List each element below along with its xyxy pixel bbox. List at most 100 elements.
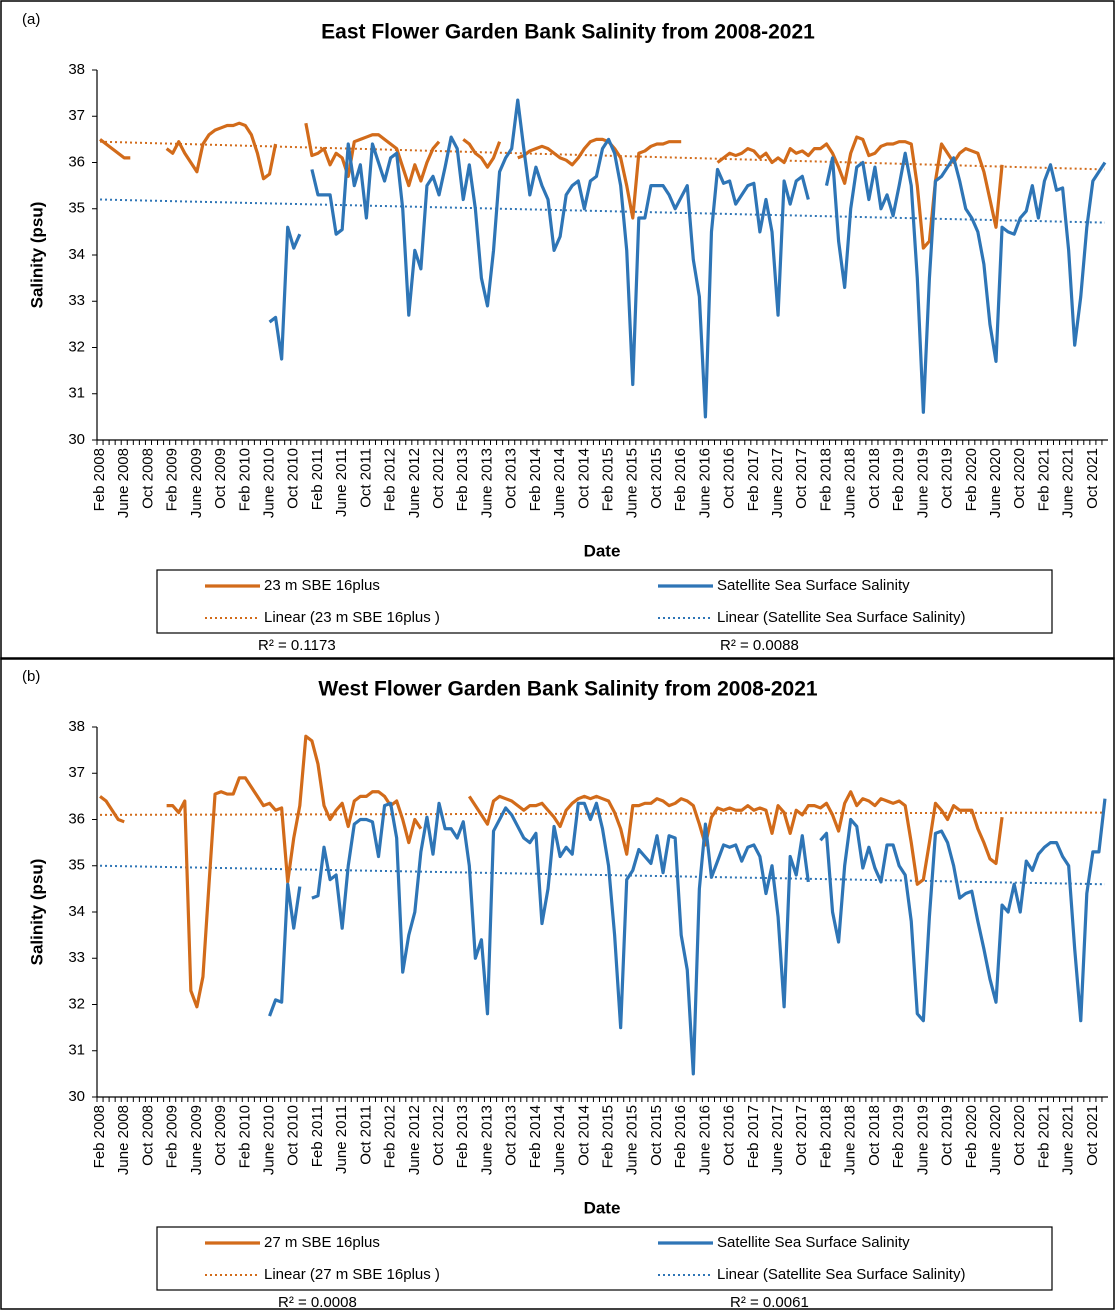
x-tick-label: Feb 2011	[309, 448, 326, 510]
legend-label: 23 m SBE 16plus	[264, 577, 380, 594]
x-tick-label: June 2018	[842, 1105, 859, 1175]
x-tick-label: June 2020	[987, 448, 1004, 518]
x-tick-label: June 2016	[696, 448, 713, 518]
x-tick-label: Oct 2009	[212, 448, 229, 509]
x-tick-label: Oct 2012	[430, 448, 447, 509]
x-tick-label: Oct 2018	[866, 448, 883, 509]
legend-box	[156, 569, 1053, 634]
x-tick-label: Oct 2021	[1084, 448, 1101, 509]
x-tick-label: Oct 2017	[793, 448, 810, 509]
y-tick-label: 35	[68, 200, 85, 217]
x-tick-label: Feb 2020	[963, 1105, 980, 1168]
x-tick-label: Oct 2019	[939, 1105, 956, 1166]
x-tick-label: June 2012	[406, 448, 423, 518]
series-line	[99, 734, 1004, 1009]
x-tick-label: Oct 2013	[503, 1105, 520, 1166]
x-tick-label: Feb 2011	[309, 1105, 326, 1167]
y-tick-label: 33	[68, 949, 85, 966]
x-tick-label: June 2013	[478, 448, 495, 518]
x-tick-label: June 2014	[551, 1105, 568, 1175]
x-tick-label: Feb 2013	[454, 1105, 471, 1168]
series-line	[99, 121, 1004, 250]
x-tick-label: Oct 2016	[721, 1105, 738, 1166]
r-squared: R² = 0.1173	[258, 637, 336, 654]
x-tick-label: Oct 2008	[139, 1105, 156, 1166]
x-tick-label: June 2011	[333, 448, 350, 517]
chart-title: West Flower Garden Bank Salinity from 20…	[318, 678, 817, 701]
y-tick-label: 31	[68, 1042, 85, 1059]
x-tick-label: Feb 2010	[236, 1105, 253, 1168]
x-tick-label: June 2021	[1060, 1105, 1077, 1175]
r-squared: R² = 0.0061	[730, 1294, 809, 1310]
y-tick-label: 38	[68, 61, 85, 78]
x-tick-label: Oct 2014	[575, 448, 592, 509]
y-tick-label: 36	[68, 810, 85, 827]
panel-frame	[0, 657, 1115, 1310]
y-tick-label: 30	[68, 431, 85, 448]
x-tick-label: Oct 2018	[866, 1105, 883, 1166]
x-tick-label: Feb 2020	[963, 448, 980, 511]
y-tick-label: 38	[68, 718, 85, 735]
series-line	[268, 98, 1107, 419]
x-tick-label: Feb 2013	[454, 448, 471, 511]
x-tick-label: June 2008	[115, 448, 132, 518]
x-tick-label: Oct 2010	[285, 1105, 302, 1166]
y-tick-label: 31	[68, 385, 85, 402]
y-tick-label: 33	[68, 292, 85, 309]
x-tick-label: Feb 2012	[382, 1105, 399, 1168]
x-tick-label: June 2011	[333, 1105, 350, 1174]
x-tick-label: Oct 2021	[1084, 1105, 1101, 1166]
x-tick-label: June 2014	[551, 448, 568, 518]
y-tick-label: 37	[68, 764, 85, 781]
panel-frame	[0, 0, 1115, 660]
x-tick-label: June 2021	[1060, 448, 1077, 518]
legend-label: Linear (Satellite Sea Surface Salinity)	[717, 609, 965, 626]
y-tick-label: 36	[68, 153, 85, 170]
y-tick-label: 32	[68, 338, 85, 355]
x-tick-label: Feb 2019	[890, 448, 907, 511]
x-tick-label: June 2019	[914, 1105, 931, 1175]
x-tick-label: Feb 2018	[817, 448, 834, 511]
x-tick-label: Feb 2021	[1035, 1105, 1052, 1168]
legend-box	[156, 1226, 1053, 1291]
x-tick-label: Feb 2017	[745, 448, 762, 511]
y-tick-label: 30	[68, 1088, 85, 1105]
r-squared: R² = 0.0088	[720, 637, 799, 654]
trendline	[100, 811, 1105, 816]
x-tick-label: Oct 2020	[1011, 448, 1028, 509]
x-tick-label: Feb 2016	[672, 1105, 689, 1168]
x-tick-label: Oct 2010	[285, 448, 302, 509]
legend-label: 27 m SBE 16plus	[264, 1234, 380, 1251]
panel-label: (a)	[22, 11, 40, 28]
x-tick-label: June 2017	[769, 1105, 786, 1175]
y-axis-title: Salinity (psu)	[27, 859, 46, 966]
x-tick-label: June 2015	[624, 448, 641, 518]
x-tick-label: Oct 2014	[575, 1105, 592, 1166]
x-tick-label: Feb 2010	[236, 448, 253, 511]
x-tick-label: Feb 2015	[600, 448, 617, 511]
x-tick-label: Oct 2019	[939, 448, 956, 509]
x-tick-label: June 2009	[188, 448, 205, 518]
series-line	[268, 798, 1107, 1076]
y-tick-label: 34	[68, 903, 85, 920]
x-tick-label: June 2017	[769, 448, 786, 518]
panel-label: (b)	[22, 668, 40, 685]
x-tick-label: Feb 2008	[91, 448, 108, 511]
legend-label: Linear (23 m SBE 16plus )	[264, 609, 440, 626]
y-tick-label: 37	[68, 107, 85, 124]
x-tick-label: June 2012	[406, 1105, 423, 1175]
legend-label: Linear (Satellite Sea Surface Salinity)	[717, 1266, 965, 1283]
x-tick-label: Oct 2011	[357, 448, 374, 508]
x-tick-label: Oct 2012	[430, 1105, 447, 1166]
x-tick-label: Feb 2008	[91, 1105, 108, 1168]
x-tick-label: Feb 2019	[890, 1105, 907, 1168]
y-axis-title: Salinity (psu)	[27, 202, 46, 309]
x-tick-label: June 2015	[624, 1105, 641, 1175]
x-tick-label: Feb 2015	[600, 1105, 617, 1168]
x-tick-label: June 2018	[842, 448, 859, 518]
legend-label: Satellite Sea Surface Salinity	[717, 577, 910, 594]
x-tick-label: Feb 2017	[745, 1105, 762, 1168]
x-tick-label: Feb 2009	[164, 448, 181, 511]
x-tick-label: June 2019	[914, 448, 931, 518]
